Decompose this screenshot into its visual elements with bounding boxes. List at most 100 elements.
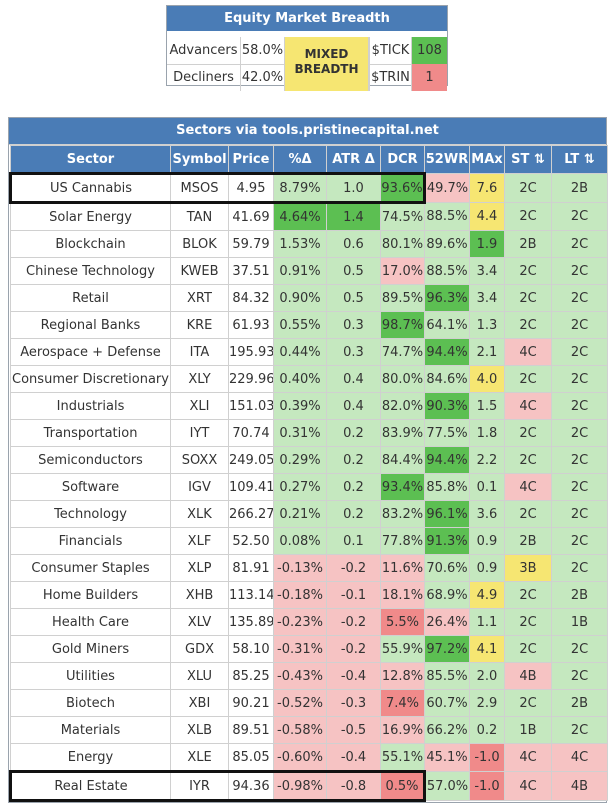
- cell-dcr: 80.1%: [380, 230, 425, 258]
- cell-symbol: KRE: [170, 311, 229, 339]
- table-row: Materials XLB 89.51 -0.58% -0.5 16.9% 66.2% 0.2…: [10, 716, 608, 744]
- cell-symbol: IYT: [170, 419, 229, 447]
- column-header-dcr[interactable]: DCR: [380, 145, 425, 174]
- cell-sector: Solar Energy: [10, 202, 171, 231]
- cell-price: 229.96: [228, 365, 274, 393]
- cell-lt: 2C: [551, 202, 608, 231]
- cell-pct-change: 0.31%: [273, 419, 327, 447]
- cell-52wr: 89.6%: [424, 230, 470, 258]
- cell-symbol: XLP: [170, 554, 229, 582]
- trin-label: $TRIN: [369, 64, 412, 91]
- cell-dcr: 12.8%: [380, 662, 425, 690]
- table-row: Gold Miners GDX 58.10 -0.31% -0.2 55.9% 97.2% 4…: [10, 635, 608, 663]
- cell-pct-change: 0.44%: [273, 338, 327, 366]
- column-header-st[interactable]: ST ⇅: [504, 145, 552, 174]
- cell-st: 4C: [504, 743, 552, 772]
- cell-atr-change: 0.5: [326, 257, 381, 285]
- column-header-sector[interactable]: Sector: [10, 145, 171, 174]
- column-header-symbol[interactable]: Symbol: [170, 145, 229, 174]
- cell-max: 7.6: [469, 173, 505, 203]
- cell-atr-change: -0.8: [326, 770, 381, 802]
- cell-lt: 2C: [551, 527, 608, 555]
- cell-dcr: 5.5%: [380, 608, 425, 636]
- cell-max: 1.3: [469, 311, 505, 339]
- cell-52wr: 96.3%: [424, 284, 470, 312]
- cell-atr-change: -0.4: [326, 743, 381, 772]
- breadth-title: Equity Market Breadth: [167, 6, 447, 31]
- cell-st: 2C: [504, 202, 552, 231]
- cell-lt: 2C: [551, 554, 608, 582]
- cell-symbol: SOXX: [170, 446, 229, 474]
- table-row: Biotech XBI 90.21 -0.52% -0.3 7.4% 60.7% 2.9 2C 2…: [10, 689, 608, 717]
- table-row: Semiconductors SOXX 249.05 0.29% 0.2 84.4% 94.…: [10, 446, 608, 474]
- cell-symbol: XRT: [170, 284, 229, 312]
- cell-lt: 2C: [551, 311, 608, 339]
- column-header-lt[interactable]: LT ⇅: [551, 145, 608, 174]
- cell-sector: Materials: [10, 716, 171, 744]
- cell-max: -1.0: [469, 771, 505, 801]
- column-header-atr-change[interactable]: ATR Δ: [326, 145, 381, 174]
- cell-dcr: 89.5%: [380, 284, 425, 312]
- cell-st: 2C: [504, 608, 552, 636]
- mixed-line-1: MIXED: [304, 47, 349, 61]
- cell-atr-change: 0.6: [326, 230, 381, 258]
- cell-pct-change: 0.55%: [273, 311, 327, 339]
- cell-st: 4C: [504, 338, 552, 366]
- cell-52wr: 45.1%: [424, 743, 470, 772]
- cell-max: 0.9: [469, 527, 505, 555]
- sectors-table: Sector Symbol Price %Δ ATR Δ DCR 52WR MAx ST ⇅ LT…: [9, 145, 608, 802]
- cell-st: 4C: [504, 392, 552, 420]
- decliners-value: 42.0%: [241, 64, 285, 91]
- cell-sector: Blockchain: [10, 230, 171, 258]
- cell-52wr: 49.7%: [424, 173, 470, 203]
- table-row: Regional Banks KRE 61.93 0.55% 0.3 98.7% 64.1%…: [10, 311, 608, 339]
- cell-price: 266.27: [228, 500, 274, 528]
- cell-sector: Gold Miners: [10, 635, 171, 663]
- cell-lt: 2C: [551, 338, 608, 366]
- cell-st: 2B: [504, 230, 552, 258]
- cell-atr-change: -0.5: [326, 716, 381, 744]
- cell-symbol: ITA: [170, 338, 229, 366]
- cell-dcr: 93.6%: [380, 172, 426, 204]
- cell-atr-change: 0.4: [326, 365, 381, 393]
- cell-sector: Semiconductors: [10, 446, 171, 474]
- cell-sector: Home Builders: [10, 581, 171, 609]
- table-row: Energy XLE 85.05 -0.60% -0.4 55.1% 45.1% -1.0 4C…: [10, 743, 608, 772]
- cell-dcr: 74.7%: [380, 338, 425, 366]
- table-row: Consumer Discretionary XLY 229.96 0.40% 0.4 8…: [10, 365, 608, 393]
- cell-sector: Transportation: [10, 419, 171, 447]
- cell-lt: 2C: [551, 419, 608, 447]
- table-row: Industrials XLI 151.03 0.39% 0.4 82.0% 90.3% 1.…: [10, 392, 608, 420]
- cell-sector: Chinese Technology: [10, 257, 171, 285]
- cell-atr-change: -0.3: [326, 689, 381, 717]
- column-header-52wr[interactable]: 52WR: [424, 145, 470, 174]
- cell-lt: 2C: [551, 662, 608, 690]
- column-header-pct-change[interactable]: %Δ: [273, 145, 327, 174]
- cell-st: 2C: [504, 419, 552, 447]
- cell-dcr: 18.1%: [380, 581, 425, 609]
- cell-symbol: XLY: [170, 365, 229, 393]
- column-header-price[interactable]: Price: [228, 145, 274, 174]
- cell-atr-change: 0.4: [326, 392, 381, 420]
- cell-52wr: 64.1%: [424, 311, 470, 339]
- cell-dcr: 0.5%: [380, 770, 426, 802]
- cell-52wr: 96.1%: [424, 500, 470, 528]
- cell-pct-change: -0.13%: [273, 554, 327, 582]
- cell-dcr: 98.7%: [380, 311, 425, 339]
- column-header-max[interactable]: MAx: [469, 145, 505, 174]
- cell-sector: Software: [10, 473, 171, 501]
- cell-symbol: XLE: [170, 743, 229, 772]
- cell-atr-change: 1.4: [326, 202, 381, 231]
- cell-price: 59.79: [228, 230, 274, 258]
- cell-pct-change: 0.08%: [273, 527, 327, 555]
- cell-st: 2C: [504, 311, 552, 339]
- sectors-panel: Sectors via tools.pristinecapital.net Se…: [8, 117, 608, 803]
- cell-52wr: 94.4%: [424, 446, 470, 474]
- cell-max: 2.9: [469, 689, 505, 717]
- cell-sector: Aerospace + Defense: [10, 338, 171, 366]
- cell-max: 1.9: [469, 230, 505, 258]
- cell-symbol: XLI: [170, 392, 229, 420]
- cell-price: 61.93: [228, 311, 274, 339]
- cell-st: 2C: [504, 446, 552, 474]
- cell-52wr: 77.5%: [424, 419, 470, 447]
